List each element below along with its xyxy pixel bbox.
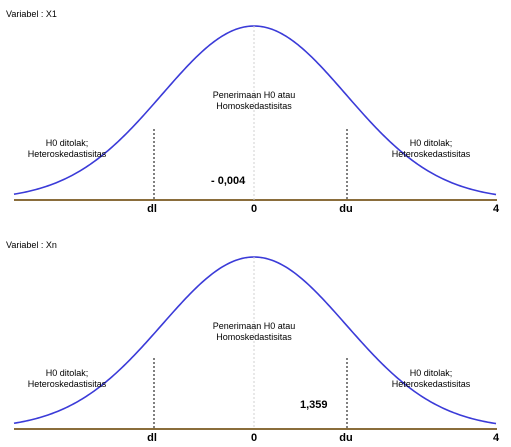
axis-label-dl: dl <box>147 432 157 444</box>
test-statistic-value: 1,359 <box>300 399 328 411</box>
axis-label-dl: dl <box>147 203 157 215</box>
panel-x1: Variabel : X1 H0 ditolak; Heteroskedastis… <box>0 0 511 223</box>
right-rejection-label: H0 ditolak; Heteroskedastisitas <box>391 368 471 389</box>
acceptance-label: Penerimaan H0 atau Homoskedastisitas <box>212 321 296 342</box>
panel-xn: Variabel : Xn H0 ditolak; Heteroskedastis… <box>0 224 511 447</box>
axis-label-du: du <box>339 203 353 215</box>
axis-label-four: 4 <box>492 432 500 444</box>
bell-curve-diagram <box>13 256 497 430</box>
normal-curve <box>13 256 497 425</box>
panel-title: Variabel : X1 <box>6 9 57 19</box>
test-statistic-value: - 0,004 <box>211 175 246 187</box>
acceptance-label: Penerimaan H0 atau Homoskedastisitas <box>212 90 296 111</box>
axis-label-zero: 0 <box>250 432 258 444</box>
axis-label-du: du <box>339 432 353 444</box>
right-rejection-label: H0 ditolak; Heteroskedastisitas <box>391 138 471 159</box>
left-rejection-label: H0 ditolak; Heteroskedastisitas <box>27 138 107 159</box>
bell-curve-diagram <box>13 25 497 201</box>
axis-label-four: 4 <box>492 203 500 215</box>
normal-curve <box>13 25 497 196</box>
axis-label-zero: 0 <box>250 203 258 215</box>
left-rejection-label: H0 ditolak; Heteroskedastisitas <box>27 368 107 389</box>
panel-title: Variabel : Xn <box>6 240 57 250</box>
